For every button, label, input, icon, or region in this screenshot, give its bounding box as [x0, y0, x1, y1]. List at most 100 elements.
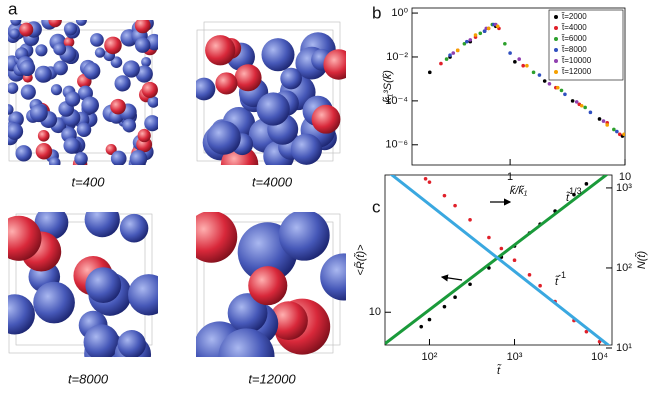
y-tick-label: 10⁻⁶ [385, 139, 408, 151]
legend-marker [554, 26, 558, 30]
annotation-base: t̃ [566, 191, 571, 204]
point [542, 79, 547, 83]
sphere [33, 281, 75, 324]
sphere [119, 213, 149, 243]
sphere [117, 330, 146, 357]
sphere [218, 328, 275, 357]
sphere [10, 20, 22, 26]
sphere [323, 49, 346, 80]
sphere [20, 84, 36, 100]
sphere [135, 65, 153, 83]
snapshot [196, 212, 346, 357]
sphere [53, 60, 68, 76]
sphere [50, 84, 63, 96]
point [453, 295, 457, 300]
sphere [206, 120, 241, 155]
point [427, 317, 432, 322]
sphere [144, 115, 158, 132]
annotation-sup: 1/3 [569, 186, 582, 196]
sphere [63, 36, 75, 48]
sphere [85, 267, 122, 303]
sphere [122, 118, 137, 133]
sphere [290, 133, 323, 165]
point [486, 26, 491, 31]
point [605, 123, 610, 127]
point [597, 117, 602, 121]
point [583, 105, 587, 110]
point [495, 24, 500, 29]
y-tick-label: 10 [369, 306, 381, 318]
sphere [196, 77, 216, 101]
sphere [105, 143, 117, 156]
sphere [129, 149, 148, 165]
x-tick-label: 10⁴ [591, 351, 608, 363]
point [419, 324, 424, 329]
point [487, 266, 491, 270]
sphere [196, 212, 238, 263]
sphere [76, 122, 92, 138]
plot-area [385, 175, 611, 345]
legend-label: t̃=6000 [561, 34, 588, 43]
point [439, 61, 443, 66]
sphere [29, 104, 48, 123]
sphere [8, 122, 24, 140]
point [559, 88, 564, 93]
snapshot-caption: t=4000 [252, 174, 293, 189]
point [622, 132, 625, 137]
plot-frame [411, 7, 626, 166]
x-tick-label: 10² [422, 351, 438, 363]
point [455, 48, 460, 53]
x-tick-label: 10 [619, 171, 631, 183]
point [468, 38, 473, 42]
plot-frame [384, 174, 613, 346]
sphere [35, 143, 53, 160]
sphere [94, 47, 106, 58]
legend-marker [554, 70, 558, 74]
point [615, 129, 619, 134]
point [588, 110, 593, 115]
point [555, 85, 560, 90]
y2-tick-label: 10³ [616, 182, 632, 194]
point [442, 304, 447, 309]
snapshot [8, 20, 158, 165]
snapshot [8, 212, 158, 357]
y2-tick-label: 10² [616, 262, 632, 274]
x-axis-label: t̃ [497, 364, 502, 377]
point [601, 119, 606, 123]
sphere [248, 266, 288, 306]
snapshot-caption: t=8000 [68, 371, 109, 386]
sphere [256, 92, 290, 126]
sphere [63, 22, 78, 36]
point [451, 51, 456, 55]
sphere [128, 274, 158, 316]
x-axis-label: k̃/k̃₁ [510, 185, 528, 197]
sphere [19, 22, 34, 37]
point [482, 29, 487, 33]
point [538, 283, 542, 288]
sphere [53, 42, 67, 56]
sphere [8, 104, 14, 115]
snapshot-caption: t=400 [72, 174, 106, 189]
legend-box [548, 9, 624, 81]
sphere [137, 128, 151, 143]
sphere [90, 33, 104, 47]
point [527, 273, 532, 277]
point [508, 51, 512, 55]
annotation: t̃1/3 [566, 186, 582, 204]
point [584, 182, 589, 186]
sphere [110, 150, 127, 165]
point [531, 70, 536, 75]
annotation-base: t̃ [555, 275, 560, 288]
sphere [147, 96, 158, 108]
point [521, 63, 525, 68]
point [563, 92, 567, 97]
x-tick-label: 10³ [507, 351, 523, 363]
point [547, 81, 552, 86]
sphere [8, 215, 42, 261]
sphere [227, 293, 268, 333]
legend-label: t̃=2000 [561, 12, 588, 21]
point [517, 57, 522, 61]
point [462, 41, 467, 46]
panel-label: c [372, 197, 381, 216]
legend-marker [554, 37, 558, 41]
